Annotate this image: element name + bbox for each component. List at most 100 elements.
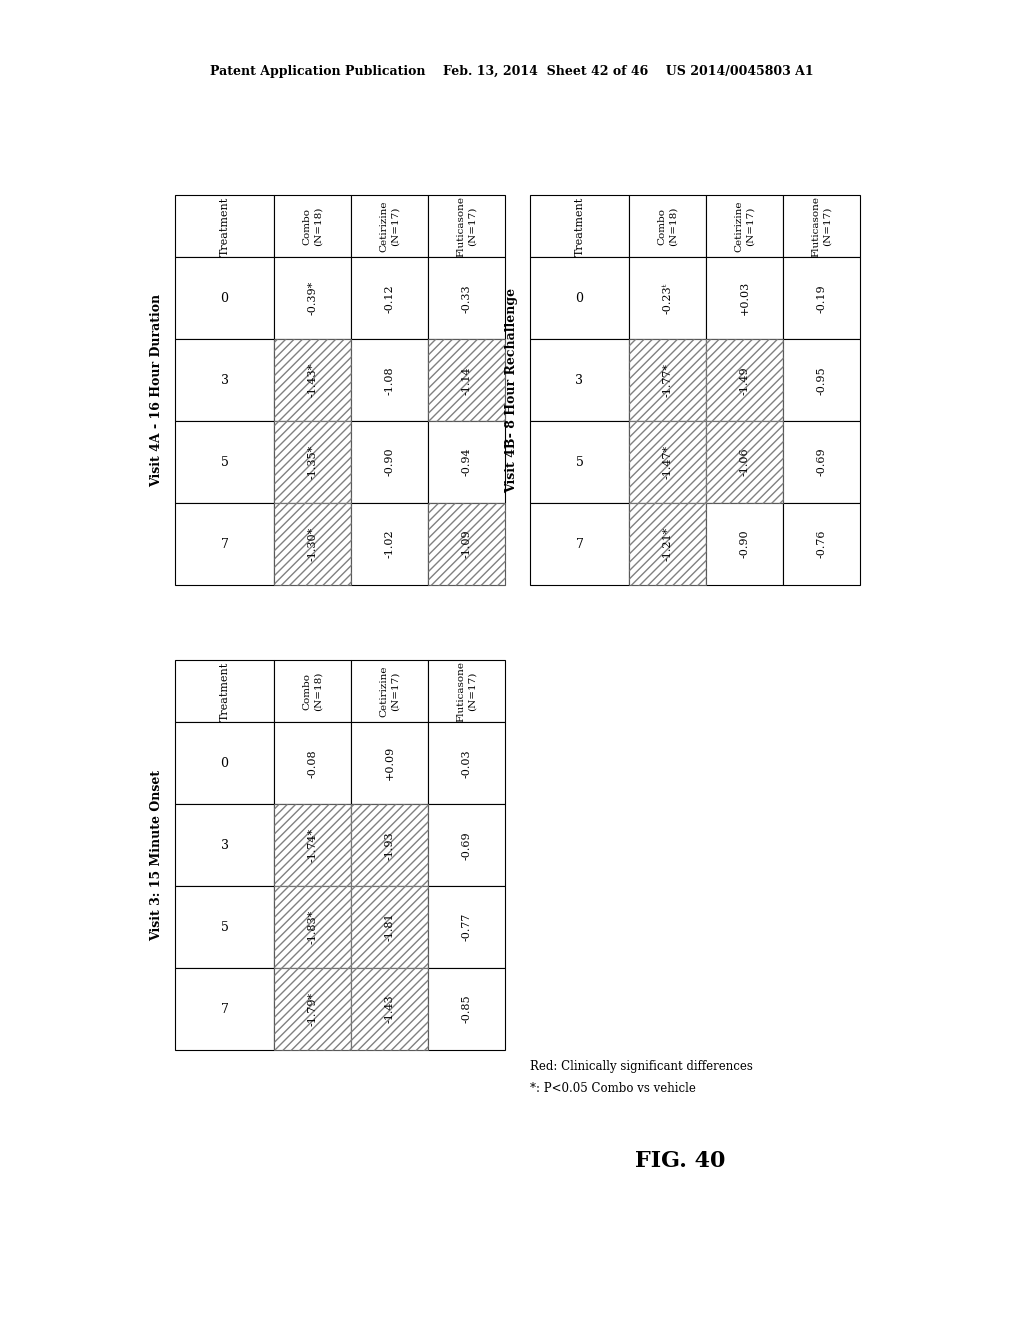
- Text: Visit 3: 15 Minute Onset: Visit 3: 15 Minute Onset: [151, 770, 164, 941]
- Bar: [428, 257, 505, 339]
- Bar: [274, 421, 351, 503]
- Text: -0.77: -0.77: [462, 913, 471, 941]
- Text: 7: 7: [220, 1003, 228, 1015]
- Text: -1.09: -1.09: [462, 529, 471, 558]
- Text: Fluticasone
(N=17): Fluticasone (N=17): [812, 195, 831, 256]
- Bar: [706, 195, 783, 257]
- Bar: [428, 968, 505, 1049]
- Text: Fluticasone
(N=17): Fluticasone (N=17): [457, 661, 476, 722]
- Text: +0.03: +0.03: [739, 281, 750, 315]
- Bar: [706, 257, 783, 339]
- Bar: [351, 660, 428, 722]
- Text: 0: 0: [575, 292, 584, 305]
- Text: -0.76: -0.76: [816, 529, 826, 558]
- Text: 3: 3: [575, 374, 584, 387]
- Bar: [351, 886, 428, 968]
- Bar: [428, 804, 505, 886]
- Bar: [428, 503, 505, 585]
- Bar: [629, 339, 706, 421]
- Bar: [175, 722, 274, 804]
- Text: Patent Application Publication    Feb. 13, 2014  Sheet 42 of 46    US 2014/00458: Patent Application Publication Feb. 13, …: [210, 66, 814, 78]
- Bar: [351, 257, 428, 339]
- Text: 3: 3: [220, 374, 228, 387]
- Text: Treatment: Treatment: [574, 197, 585, 256]
- Text: -1.74*: -1.74*: [307, 828, 317, 862]
- Bar: [428, 503, 505, 585]
- Bar: [175, 886, 274, 968]
- Text: -0.90: -0.90: [384, 447, 394, 477]
- Bar: [783, 257, 860, 339]
- Bar: [274, 503, 351, 585]
- Bar: [428, 195, 505, 257]
- Text: Combo
(N=18): Combo (N=18): [657, 206, 677, 246]
- Bar: [274, 339, 351, 421]
- Bar: [783, 421, 860, 503]
- Text: Fluticasone
(N=17): Fluticasone (N=17): [457, 195, 476, 256]
- Text: -1.21*: -1.21*: [663, 527, 673, 561]
- Bar: [428, 886, 505, 968]
- Bar: [530, 421, 629, 503]
- Bar: [629, 195, 706, 257]
- Bar: [274, 886, 351, 968]
- Text: Combo
(N=18): Combo (N=18): [303, 206, 323, 246]
- Bar: [274, 339, 351, 421]
- Bar: [175, 257, 274, 339]
- Text: -1.43: -1.43: [384, 995, 394, 1023]
- Bar: [428, 660, 505, 722]
- Bar: [351, 722, 428, 804]
- Bar: [351, 339, 428, 421]
- Text: -1.83*: -1.83*: [307, 909, 317, 944]
- Bar: [274, 722, 351, 804]
- Bar: [706, 421, 783, 503]
- Text: +0.09: +0.09: [384, 746, 394, 780]
- Bar: [175, 339, 274, 421]
- Text: Treatment: Treatment: [219, 197, 229, 256]
- Text: Visit 4B- 8 Hour Rechallenge: Visit 4B- 8 Hour Rechallenge: [506, 288, 518, 492]
- Text: 5: 5: [220, 455, 228, 469]
- Text: -0.12: -0.12: [384, 284, 394, 313]
- Bar: [629, 421, 706, 503]
- Bar: [351, 503, 428, 585]
- Text: Combo
(N=18): Combo (N=18): [303, 672, 323, 711]
- Text: Red: Clinically significant differences: Red: Clinically significant differences: [530, 1060, 753, 1073]
- Text: 0: 0: [220, 292, 228, 305]
- Bar: [274, 968, 351, 1049]
- Text: -1.30*: -1.30*: [307, 527, 317, 561]
- Bar: [175, 503, 274, 585]
- Text: -0.23ᵗ: -0.23ᵗ: [663, 282, 673, 314]
- Bar: [530, 257, 629, 339]
- Text: FIG. 40: FIG. 40: [635, 1150, 725, 1172]
- Bar: [274, 886, 351, 968]
- Bar: [351, 968, 428, 1049]
- Bar: [175, 804, 274, 886]
- Bar: [428, 339, 505, 421]
- Text: -0.08: -0.08: [307, 748, 317, 777]
- Text: -1.02: -1.02: [384, 529, 394, 558]
- Bar: [706, 339, 783, 421]
- Text: 5: 5: [575, 455, 584, 469]
- Text: -0.03: -0.03: [462, 748, 471, 777]
- Bar: [629, 257, 706, 339]
- Bar: [351, 886, 428, 968]
- Text: Cetirizine
(N=17): Cetirizine (N=17): [380, 665, 399, 717]
- Bar: [274, 968, 351, 1049]
- Text: 3: 3: [220, 838, 228, 851]
- Text: 7: 7: [575, 537, 584, 550]
- Bar: [274, 195, 351, 257]
- Text: -0.94: -0.94: [462, 447, 471, 477]
- Text: -1.14: -1.14: [462, 366, 471, 395]
- Text: -0.85: -0.85: [462, 995, 471, 1023]
- Bar: [428, 421, 505, 503]
- Bar: [428, 339, 505, 421]
- Bar: [351, 421, 428, 503]
- Bar: [274, 804, 351, 886]
- Bar: [783, 195, 860, 257]
- Bar: [706, 503, 783, 585]
- Bar: [274, 257, 351, 339]
- Bar: [175, 968, 274, 1049]
- Bar: [629, 503, 706, 585]
- Bar: [428, 722, 505, 804]
- Bar: [274, 503, 351, 585]
- Bar: [175, 195, 274, 257]
- Text: 5: 5: [220, 920, 228, 933]
